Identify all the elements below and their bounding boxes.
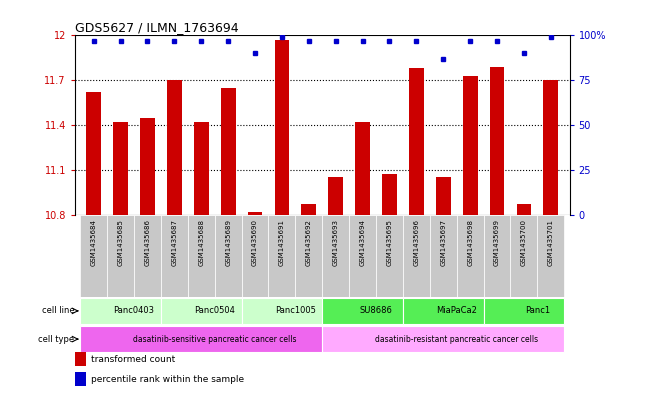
Bar bbox=[537, 215, 564, 297]
Bar bbox=[457, 215, 484, 297]
Text: GSM1435685: GSM1435685 bbox=[118, 219, 124, 266]
Bar bbox=[544, 80, 558, 215]
Text: GSM1435701: GSM1435701 bbox=[547, 219, 554, 266]
Bar bbox=[296, 215, 322, 297]
Text: SU8686: SU8686 bbox=[359, 307, 393, 316]
Bar bbox=[194, 122, 208, 215]
Bar bbox=[328, 177, 343, 215]
Text: GSM1435694: GSM1435694 bbox=[359, 219, 366, 266]
Text: GSM1435686: GSM1435686 bbox=[145, 219, 150, 266]
Bar bbox=[221, 88, 236, 215]
Bar bbox=[140, 118, 155, 215]
Text: Panc1005: Panc1005 bbox=[275, 307, 316, 316]
Bar bbox=[268, 215, 296, 297]
Bar bbox=[107, 215, 134, 297]
Bar bbox=[301, 204, 316, 215]
Bar bbox=[436, 177, 450, 215]
Bar bbox=[80, 298, 161, 323]
Text: GSM1435696: GSM1435696 bbox=[413, 219, 419, 266]
Text: GSM1435692: GSM1435692 bbox=[306, 219, 312, 266]
Bar bbox=[355, 122, 370, 215]
Text: GSM1435698: GSM1435698 bbox=[467, 219, 473, 266]
Bar bbox=[161, 298, 242, 323]
Bar bbox=[75, 353, 86, 366]
Text: Panc1: Panc1 bbox=[525, 307, 550, 316]
Text: transformed count: transformed count bbox=[90, 355, 175, 364]
Text: GSM1435691: GSM1435691 bbox=[279, 219, 285, 266]
Text: GSM1435699: GSM1435699 bbox=[494, 219, 500, 266]
Text: percentile rank within the sample: percentile rank within the sample bbox=[90, 375, 244, 384]
Text: GSM1435695: GSM1435695 bbox=[387, 219, 393, 266]
Bar bbox=[187, 215, 215, 297]
Text: cell type: cell type bbox=[38, 334, 74, 343]
Text: cell line: cell line bbox=[42, 307, 74, 316]
Bar bbox=[510, 215, 537, 297]
Bar bbox=[167, 80, 182, 215]
Bar bbox=[484, 298, 564, 323]
Bar bbox=[463, 76, 478, 215]
Bar bbox=[430, 215, 457, 297]
Bar bbox=[242, 215, 268, 297]
Text: GSM1435689: GSM1435689 bbox=[225, 219, 231, 266]
Text: Panc0403: Panc0403 bbox=[113, 307, 154, 316]
Bar bbox=[349, 215, 376, 297]
Bar bbox=[322, 327, 564, 352]
Bar bbox=[161, 215, 187, 297]
Text: dasatinib-sensitive pancreatic cancer cells: dasatinib-sensitive pancreatic cancer ce… bbox=[133, 334, 296, 343]
Bar bbox=[75, 372, 86, 386]
Text: GSM1435693: GSM1435693 bbox=[333, 219, 339, 266]
Text: GSM1435684: GSM1435684 bbox=[90, 219, 97, 266]
Text: MiaPaCa2: MiaPaCa2 bbox=[436, 307, 477, 316]
Bar bbox=[80, 215, 107, 297]
Bar bbox=[87, 92, 101, 215]
Text: GDS5627 / ILMN_1763694: GDS5627 / ILMN_1763694 bbox=[75, 21, 238, 34]
Bar bbox=[322, 298, 403, 323]
Text: GSM1435688: GSM1435688 bbox=[199, 219, 204, 266]
Text: GSM1435700: GSM1435700 bbox=[521, 219, 527, 266]
Bar bbox=[484, 215, 510, 297]
Bar bbox=[382, 174, 397, 215]
Bar bbox=[516, 204, 531, 215]
Bar bbox=[403, 215, 430, 297]
Text: GSM1435690: GSM1435690 bbox=[252, 219, 258, 266]
Bar bbox=[322, 215, 349, 297]
Text: GSM1435697: GSM1435697 bbox=[440, 219, 446, 266]
Bar bbox=[490, 67, 505, 215]
Bar bbox=[80, 327, 322, 352]
Text: GSM1435687: GSM1435687 bbox=[171, 219, 177, 266]
Bar bbox=[242, 298, 322, 323]
Bar bbox=[134, 215, 161, 297]
Bar bbox=[113, 122, 128, 215]
Text: Panc0504: Panc0504 bbox=[194, 307, 235, 316]
Bar bbox=[409, 68, 424, 215]
Bar bbox=[403, 298, 484, 323]
Bar bbox=[215, 215, 242, 297]
Bar bbox=[247, 212, 262, 215]
Bar bbox=[376, 215, 403, 297]
Text: dasatinib-resistant pancreatic cancer cells: dasatinib-resistant pancreatic cancer ce… bbox=[375, 334, 538, 343]
Bar bbox=[275, 40, 289, 215]
